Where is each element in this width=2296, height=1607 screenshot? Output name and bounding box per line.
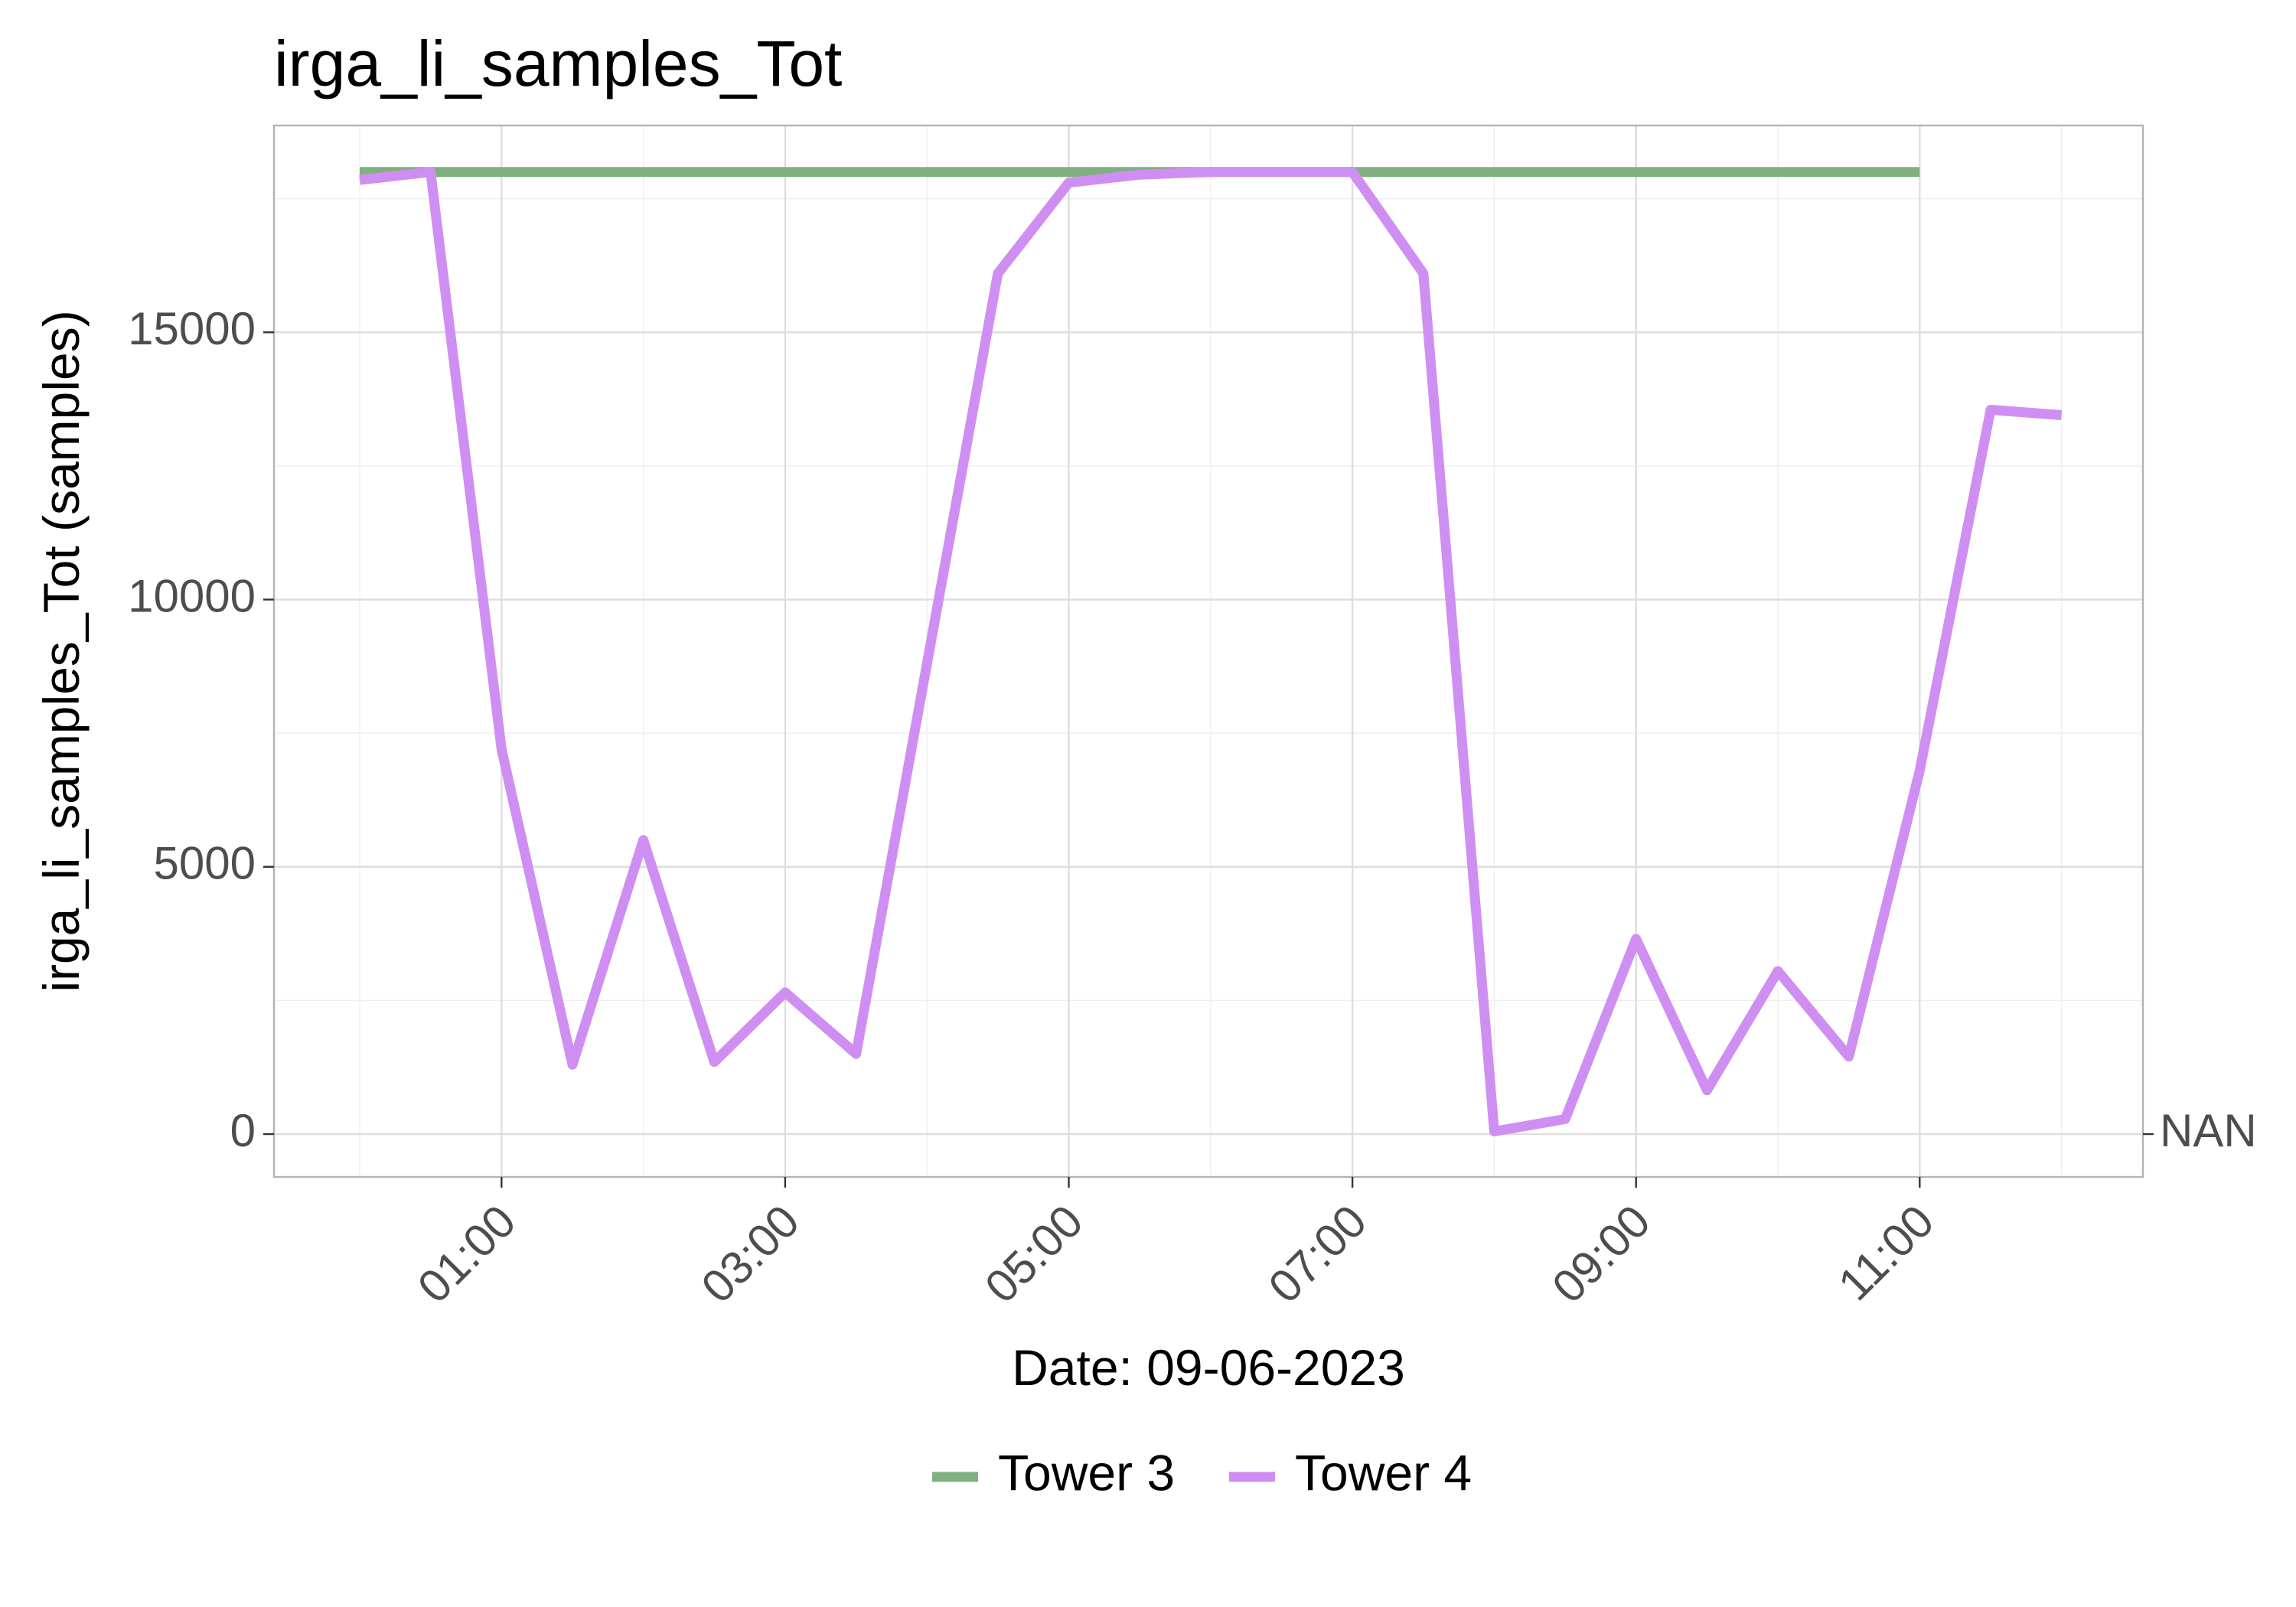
legend-label-tower-3: Tower 3 — [998, 1444, 1175, 1501]
x-axis: 01:00 03:00 05:00 07:00 09:00 11:00 — [408, 1177, 1943, 1313]
x-tick-label: 07:00 — [1259, 1195, 1377, 1313]
major-gridlines — [274, 125, 2143, 1177]
series-lines — [359, 167, 2063, 1136]
x-tick-label: 05:00 — [975, 1195, 1093, 1313]
y-axis: 0 5000 10000 15000 — [128, 303, 2154, 1156]
plot-panel-border — [272, 124, 2144, 1178]
series-line-tower-4 — [359, 167, 2063, 1136]
y-axis-title: irga_li_samples_Tot (samples) — [33, 310, 90, 992]
x-tick-label: 11:00 — [1828, 1195, 1943, 1310]
x-tick-label: 03:00 — [692, 1195, 810, 1313]
x-tick-label: 01:00 — [408, 1195, 526, 1313]
x-axis-title: Date: 09-06-2023 — [1012, 1339, 1405, 1396]
legend: Tower 3 Tower 4 — [932, 1444, 1472, 1501]
y-tick-label: 5000 — [154, 838, 256, 889]
y-tick-label-nan: NAN — [2160, 1105, 2257, 1156]
x-tick-label: 09:00 — [1542, 1195, 1660, 1313]
chart-title: irga_li_samples_Tot — [274, 28, 842, 99]
y-tick-label: 10000 — [128, 570, 256, 621]
y-tick-label: 15000 — [128, 303, 256, 354]
y-tick-label: 0 — [230, 1105, 256, 1156]
minor-gridlines — [274, 125, 2143, 1177]
legend-label-tower-4: Tower 4 — [1295, 1444, 1472, 1501]
